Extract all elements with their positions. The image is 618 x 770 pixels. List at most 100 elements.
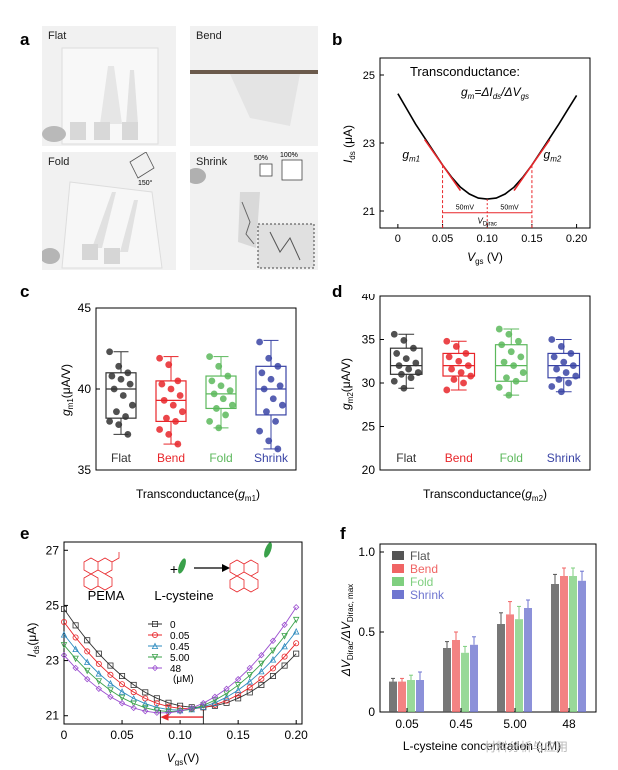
e-marker (153, 709, 161, 716)
box-point (567, 350, 575, 357)
box-point (267, 375, 275, 383)
box-point (224, 372, 232, 380)
e-marker (246, 664, 253, 672)
box-point (395, 362, 403, 369)
flat-film-drawing (42, 47, 159, 145)
box-point (414, 369, 422, 376)
e-marker (211, 693, 219, 700)
e-marker (130, 689, 137, 696)
box-point (110, 385, 118, 393)
chart-c-ylabel: gm1(μA/V) (59, 364, 75, 416)
watermark: 材料分析与应用 (484, 740, 569, 754)
f-xtick-label: 5.00 (503, 717, 527, 731)
f-bar (452, 640, 460, 712)
box-point (106, 348, 113, 356)
box-point (503, 374, 510, 382)
box-point (400, 336, 408, 344)
box-point (410, 344, 417, 352)
f-bar (560, 576, 568, 712)
e-marker (119, 681, 126, 688)
chart-b-title: Transconductance: (410, 64, 520, 79)
f-bar (524, 608, 532, 712)
b-xtick-label: 0 (395, 233, 401, 245)
chart-d-ylabel: gm2(μA/V) (339, 358, 355, 410)
photo-bend: Bend (190, 26, 318, 146)
e-marker (142, 689, 149, 696)
e-marker (84, 648, 91, 655)
box-point (217, 382, 225, 390)
box-point (455, 357, 463, 365)
e-ytick-label: 23 (46, 654, 60, 668)
photo-shrink: Shrink 50% 100% (190, 152, 318, 270)
box-point (174, 440, 182, 448)
e-marker (234, 686, 242, 694)
e-marker (107, 671, 114, 678)
chart-b-formula: gm=ΔIds/ΔVgs (461, 85, 529, 101)
box-point (274, 362, 282, 370)
box-point (126, 380, 134, 388)
e-marker (60, 652, 68, 659)
b-ytick-label: 23 (363, 138, 375, 150)
box-point (206, 353, 214, 360)
box-point (467, 372, 475, 380)
box-point (276, 382, 284, 390)
fold-angle-label: 150° (138, 180, 153, 187)
e-marker (151, 664, 159, 672)
box-category-label: Flat (396, 451, 417, 465)
box-point (119, 392, 127, 399)
e-marker (153, 700, 160, 707)
e-marker (142, 704, 149, 712)
box-point (505, 391, 513, 399)
e-marker (281, 662, 288, 669)
e-marker (61, 619, 68, 626)
f-bar (461, 652, 469, 712)
e-marker (176, 708, 184, 715)
box-point (215, 424, 223, 432)
e-marker (188, 704, 195, 712)
box-point (512, 377, 520, 385)
panel-letter-a: a (20, 30, 30, 49)
box-category-label: Shrink (547, 451, 582, 465)
f-bar (551, 584, 559, 712)
box-point (156, 426, 164, 433)
e-marker (269, 665, 276, 672)
e-marker (223, 697, 230, 704)
e-marker (153, 707, 161, 714)
box-point (106, 418, 113, 425)
dirac-shift-arrowhead (160, 713, 169, 721)
e-marker (95, 685, 102, 692)
e-marker (223, 685, 230, 692)
box-point (129, 401, 136, 409)
box-point (160, 396, 168, 404)
box-point (174, 377, 182, 385)
e-marker (107, 662, 114, 669)
d-content-ytick-label: 35 (362, 333, 376, 347)
b-ytick-label: 21 (363, 206, 375, 218)
box-point (550, 353, 558, 361)
pema-molecule-drawing (83, 552, 120, 591)
panel-letter-c: c (20, 282, 30, 301)
panel-letter-f: f (340, 524, 346, 543)
box-point (269, 395, 277, 403)
chart-f: 00.51.00.05 0.45 5.00 48FlatBendFoldShrink … (339, 543, 597, 753)
chart-d-xlabel: Transconductance(gm2) (423, 487, 547, 503)
d-content-ytick-label: 20 (362, 463, 376, 477)
e-marker (258, 660, 265, 668)
box-point (405, 365, 413, 373)
box-iqr (442, 352, 476, 377)
box-point (393, 350, 401, 357)
e-marker (107, 679, 114, 687)
box-point (517, 353, 525, 361)
box-point (165, 361, 173, 369)
chart-d: 20 25 30 35 40 Flat Bend Fold Shrink gm2(μA/V) T… (339, 294, 591, 503)
f-xtick-label: 0.05 (395, 717, 419, 731)
box-point (515, 337, 522, 345)
box-point (265, 354, 273, 362)
box-point (553, 365, 560, 373)
e-marker (60, 642, 68, 649)
f-legend-label: Fold (410, 575, 433, 589)
c-content-ytick-label: 45 (78, 301, 92, 315)
box-point (176, 392, 184, 399)
box-point (108, 372, 116, 380)
